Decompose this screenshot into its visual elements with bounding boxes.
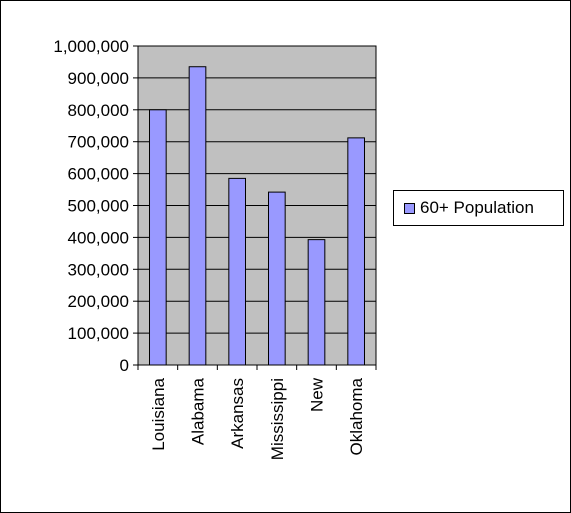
y-tick-label: 800,000 <box>68 101 129 120</box>
x-tick-label: Oklahoma <box>347 377 366 455</box>
legend-label: 60+ Population <box>420 198 534 218</box>
y-tick-label: 0 <box>120 356 129 375</box>
bar <box>150 110 167 365</box>
bar <box>308 240 325 365</box>
y-tick-label: 300,000 <box>68 260 129 279</box>
y-tick-label: 500,000 <box>68 197 129 216</box>
x-tick-label: Alabama <box>189 377 208 445</box>
y-tick-label: 600,000 <box>68 165 129 184</box>
bar <box>348 138 365 365</box>
y-tick-label: 700,000 <box>68 133 129 152</box>
x-tick-label: Arkansas <box>228 378 247 449</box>
y-tick-label: 400,000 <box>68 228 129 247</box>
legend-swatch <box>404 203 415 214</box>
y-tick-label: 100,000 <box>68 324 129 343</box>
bar <box>229 178 246 365</box>
x-tick-label: Mississippi <box>268 378 287 460</box>
y-tick-label: 200,000 <box>68 292 129 311</box>
y-axis: 0 100,000 200,000 300,000 400,000 500,000 600,… <box>53 37 138 375</box>
x-tick-label: Louisiana <box>149 377 168 450</box>
bar <box>269 192 286 365</box>
x-axis: Louisiana Alabama Arkansas Mississippi New Ok… <box>138 365 376 460</box>
y-tick-label: 900,000 <box>68 69 129 88</box>
y-tick-label: 1,000,000 <box>53 37 129 56</box>
legend: 60+ Population <box>393 190 564 226</box>
bar <box>189 67 206 365</box>
x-tick-label: New <box>308 377 327 412</box>
